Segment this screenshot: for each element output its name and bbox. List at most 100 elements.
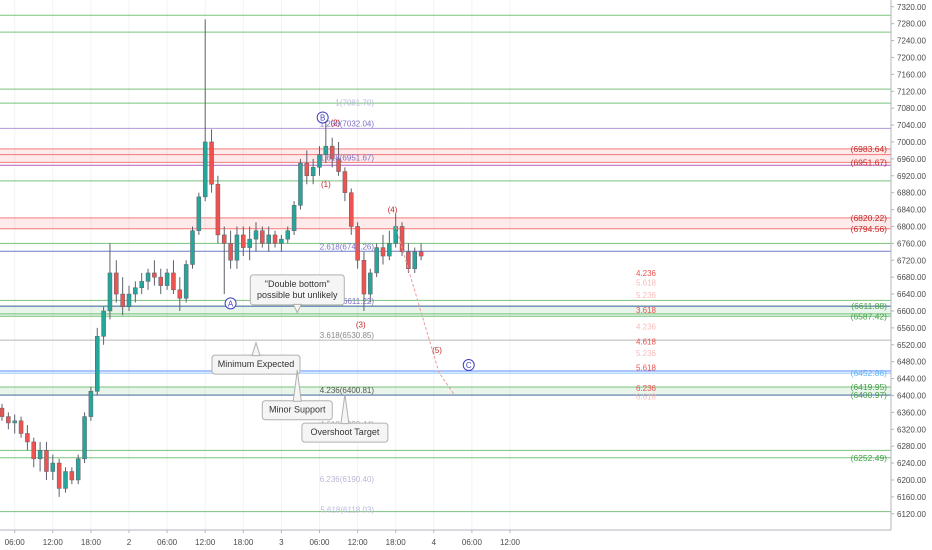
- candle[interactable]: [285, 226, 290, 244]
- candle[interactable]: [368, 268, 373, 303]
- candle-body: [399, 226, 405, 253]
- horizontal-levels: [0, 14, 891, 513]
- candle[interactable]: [342, 167, 348, 202]
- price-tick-label: 6760.00: [897, 239, 926, 248]
- price-tick-label: 7200.00: [897, 53, 926, 62]
- candle[interactable]: [101, 306, 106, 345]
- price-tick-label: 6800.00: [897, 222, 926, 231]
- candle[interactable]: [133, 281, 138, 303]
- callout[interactable]: "Double bottom"possible but unlikely: [249, 274, 345, 314]
- candle[interactable]: [44, 441, 49, 480]
- fib-extension-label: 3.618: [636, 306, 657, 315]
- price-level-label: (6419.95): [851, 382, 888, 392]
- candle[interactable]: [412, 247, 417, 273]
- candle[interactable]: [183, 260, 189, 303]
- candle[interactable]: [139, 272, 144, 295]
- candle[interactable]: [95, 327, 100, 396]
- candle[interactable]: [349, 188, 354, 235]
- price-tick-label: 7280.00: [897, 20, 926, 29]
- candle[interactable]: [56, 458, 62, 497]
- candle[interactable]: [253, 222, 259, 252]
- candle[interactable]: [260, 226, 265, 248]
- candle[interactable]: [82, 412, 87, 464]
- candle[interactable]: [88, 387, 94, 421]
- candle[interactable]: [399, 222, 405, 257]
- fib-level-label: 3.618(6530.85): [320, 331, 375, 340]
- candle[interactable]: [228, 230, 233, 269]
- candle[interactable]: [12, 414, 17, 434]
- candle[interactable]: [323, 120, 329, 164]
- candle[interactable]: [196, 192, 202, 235]
- candle[interactable]: [222, 226, 227, 295]
- price-axis[interactable]: 6120.00 6160.00 6200.00 6240.00 6280.00 6320.…: [890, 0, 926, 530]
- price-tick-label: 7160.00: [897, 70, 926, 79]
- candle[interactable]: [164, 268, 170, 290]
- candle[interactable]: [241, 226, 246, 257]
- candle[interactable]: [272, 230, 278, 248]
- price-tick-label: 7040.00: [897, 121, 926, 130]
- candle[interactable]: [18, 416, 24, 438]
- price-tick-label: 6960.00: [897, 155, 926, 164]
- candle[interactable]: [310, 158, 316, 185]
- callout[interactable]: Minor Support: [261, 370, 333, 421]
- candle[interactable]: [158, 268, 163, 295]
- candle[interactable]: [69, 467, 75, 485]
- candle-body: [279, 238, 284, 244]
- candle[interactable]: [329, 137, 335, 168]
- candle[interactable]: [304, 150, 310, 185]
- price-level-label: (6794.56): [851, 224, 888, 234]
- time-tick-label: 12:00: [348, 538, 369, 547]
- candle[interactable]: [374, 243, 379, 278]
- price-tick-label: 6240.00: [897, 459, 926, 468]
- price-tick-label: 7000.00: [897, 138, 926, 147]
- candle[interactable]: [380, 234, 386, 265]
- candle[interactable]: [317, 146, 322, 176]
- candle[interactable]: [234, 226, 240, 269]
- candle[interactable]: [361, 251, 367, 311]
- candle[interactable]: [171, 260, 176, 295]
- candle[interactable]: [247, 226, 252, 261]
- candle[interactable]: [177, 277, 183, 311]
- candle[interactable]: [215, 175, 221, 244]
- candle[interactable]: [266, 226, 271, 252]
- candle[interactable]: [336, 141, 341, 176]
- candle[interactable]: [152, 260, 157, 286]
- candle[interactable]: [406, 243, 411, 273]
- callout-pointer: [292, 370, 302, 402]
- candle[interactable]: [418, 243, 424, 261]
- price-tick-label: 6720.00: [897, 256, 926, 265]
- annotations[interactable]: "Double bottom"possible but unlikely Mini…: [211, 274, 389, 443]
- candle[interactable]: [298, 158, 303, 210]
- candle[interactable]: [31, 437, 36, 468]
- candle-body: [37, 450, 43, 460]
- candle[interactable]: [107, 243, 113, 320]
- callout[interactable]: Overshoot Target: [301, 394, 389, 443]
- candle[interactable]: [0, 403, 5, 421]
- candle[interactable]: [114, 260, 119, 303]
- candle[interactable]: [279, 234, 284, 252]
- candle[interactable]: [37, 441, 43, 472]
- candle[interactable]: [387, 230, 392, 261]
- candle-body: [209, 141, 214, 185]
- candle[interactable]: [202, 19, 208, 202]
- candle[interactable]: [6, 412, 11, 430]
- candle[interactable]: [63, 467, 68, 493]
- candle-body: [50, 462, 56, 472]
- candle[interactable]: [126, 285, 132, 311]
- candle-body: [380, 247, 386, 257]
- candle[interactable]: [50, 454, 56, 480]
- candle[interactable]: [190, 226, 195, 269]
- candle[interactable]: [120, 277, 125, 316]
- candle[interactable]: [355, 222, 360, 269]
- candle-body: [387, 243, 392, 257]
- candle[interactable]: [145, 268, 151, 290]
- callout[interactable]: Minimum Expected: [211, 340, 301, 375]
- candle[interactable]: [25, 425, 30, 451]
- candles[interactable]: [0, 19, 424, 497]
- time-axis[interactable]: 06:00 12:00 18:00 2 06:00 12:00 18:00 3 06:00 12:…: [0, 529, 891, 547]
- candle[interactable]: [291, 201, 297, 235]
- callout-pointer: [251, 340, 261, 357]
- candle[interactable]: [209, 129, 214, 193]
- candle[interactable]: [75, 454, 81, 485]
